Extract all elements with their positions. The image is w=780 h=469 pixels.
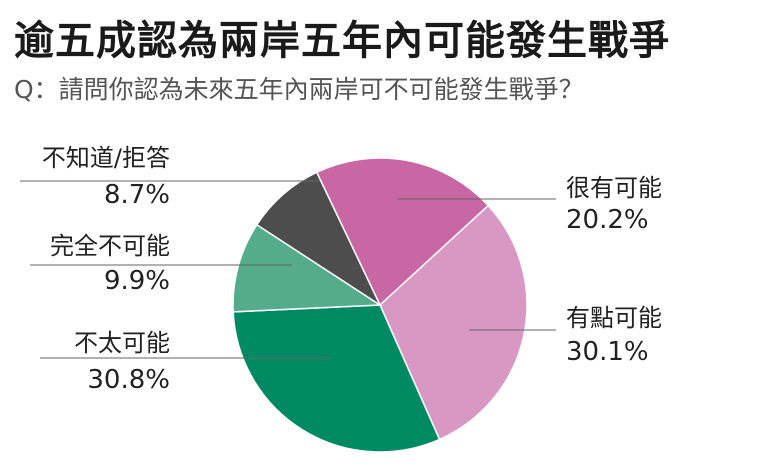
pie-slice [232, 223, 383, 313]
chart-title: 逾五成認為兩岸五年內可能發生戰爭 [14, 18, 670, 64]
pie-slice [232, 304, 441, 453]
slice-label: 很有可能 [566, 174, 662, 202]
slice-label: 有點可能 [566, 304, 662, 332]
slice-value-label: 30.8% [87, 365, 170, 395]
slice-value-label: 20.2% [566, 205, 649, 235]
pie-slice [379, 204, 528, 441]
slice-value-label: 30.1% [566, 337, 649, 367]
pie-slice [255, 171, 382, 308]
slice-label: 不知道/拒答 [42, 144, 170, 172]
chart-subtitle: Q：請問你認為未來五年內兩岸可不可能發生戰爭？ [14, 75, 584, 104]
slice-label: 完全不可能 [50, 232, 170, 260]
slice-label: 不太可能 [74, 329, 170, 357]
pie-slice [315, 157, 490, 307]
slice-value-label: 8.7% [104, 180, 170, 210]
slice-value-label: 9.9% [104, 266, 170, 296]
